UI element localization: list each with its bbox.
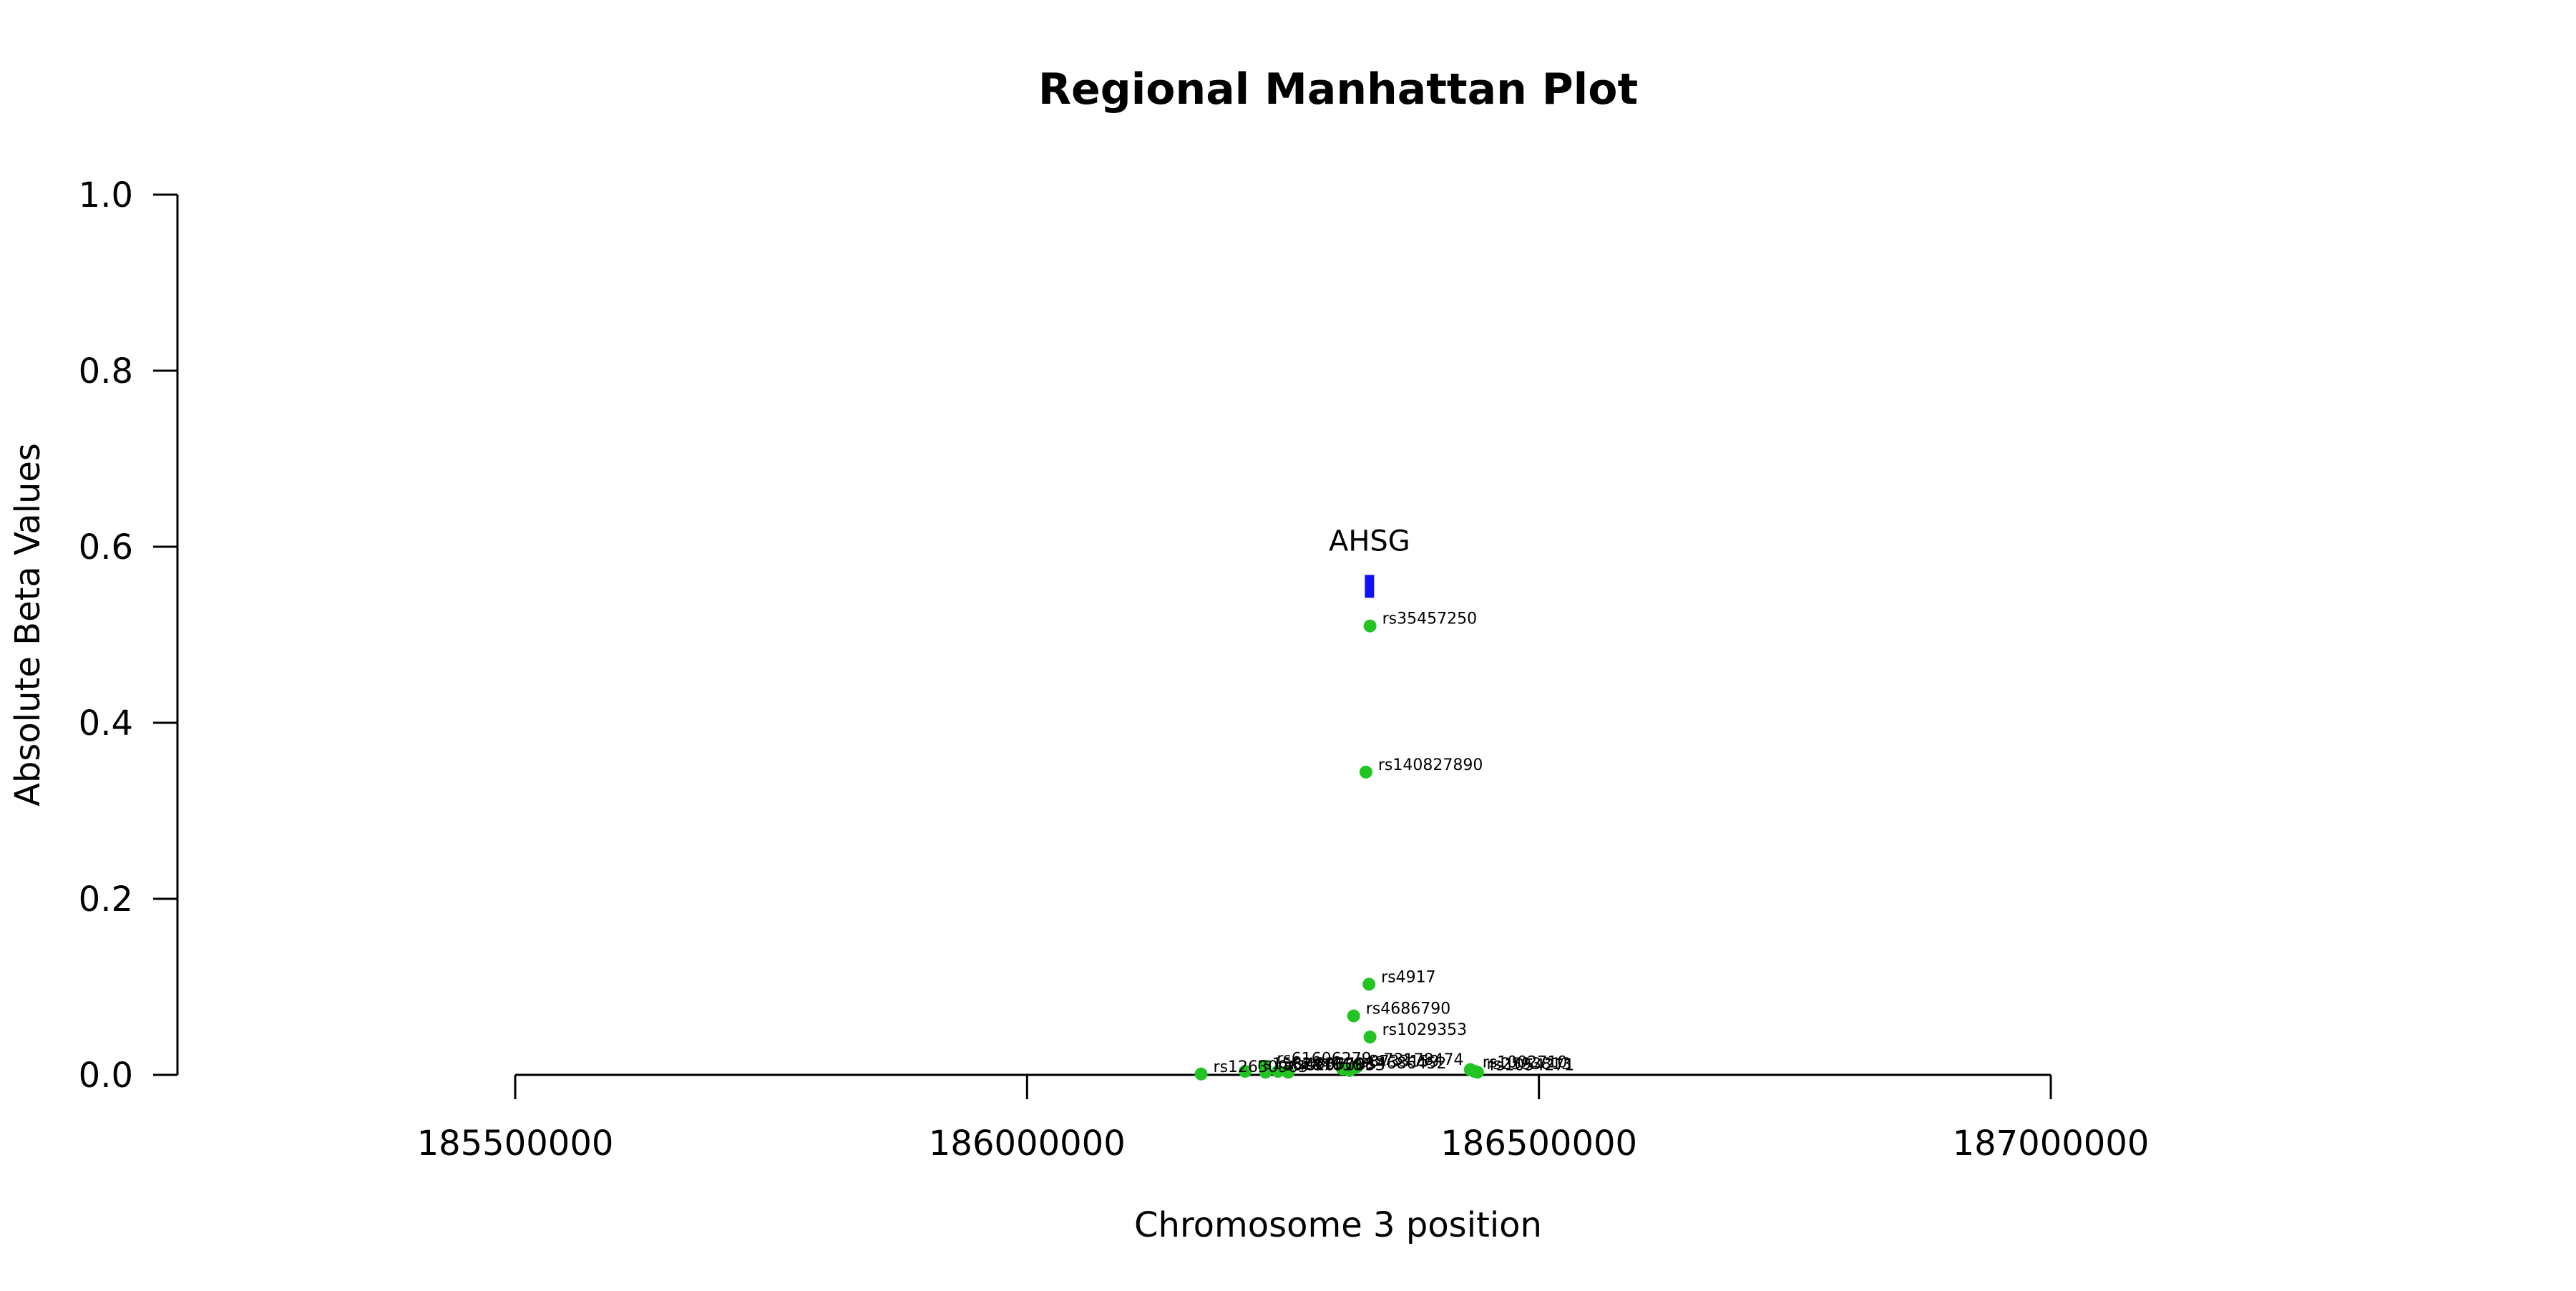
- y-tick-label: 0.2: [79, 880, 133, 920]
- y-axis: 0.0 0.2 0.4 0.6 0.8 1.0: [79, 175, 179, 1096]
- snp-label: rs2070633: [1300, 1056, 1385, 1074]
- snp-label: rs1002710: [1483, 1054, 1568, 1072]
- gene-block: [1365, 575, 1375, 598]
- snp-point: [1259, 1066, 1272, 1079]
- snp-label: rs140827890: [1378, 756, 1483, 774]
- snp-point: [1239, 1065, 1252, 1078]
- snp-point: [1282, 1066, 1295, 1079]
- snp-label: rs6787650: [1278, 1056, 1363, 1074]
- y-tick-label: 0.4: [79, 703, 133, 744]
- y-tick-label: 1.0: [79, 175, 133, 215]
- snp-point: [1363, 1031, 1377, 1044]
- snp-point: [1362, 978, 1376, 991]
- snp-points: [1194, 619, 1484, 1081]
- x-tick-label: 187000000: [1953, 1124, 2150, 1164]
- snp-label: rs73178474: [1369, 1051, 1463, 1069]
- snp-label: rs12630963: [1214, 1058, 1308, 1076]
- snp-label: rs2593813: [1487, 1056, 1572, 1073]
- gene-track: AHSG: [1329, 525, 1410, 598]
- snp-label: rs1054271: [1490, 1056, 1575, 1074]
- y-tick-label: 0.6: [79, 527, 133, 567]
- snp-point: [1194, 1067, 1208, 1081]
- gene-label: AHSG: [1329, 525, 1410, 557]
- x-tick-label: 186000000: [929, 1124, 1126, 1164]
- snp-point: [1342, 1063, 1356, 1077]
- snp-label: rs4917: [1381, 968, 1436, 986]
- snp-point: [1363, 619, 1377, 633]
- chart-title: Regional Manhattan Plot: [1038, 64, 1638, 115]
- y-tick-label: 0.8: [79, 351, 133, 391]
- snp-label: rs1562441: [1257, 1056, 1342, 1073]
- snp-point: [1271, 1065, 1284, 1078]
- y-axis-label: Absolute Beta Values: [8, 443, 48, 807]
- x-axis-label: Chromosome 3 position: [1134, 1205, 1542, 1245]
- snp-label: rs3733159: [1355, 1053, 1440, 1071]
- x-tick-label: 186500000: [1440, 1124, 1637, 1164]
- snp-label: rs35457250: [1382, 610, 1477, 628]
- snp-label: rs61606279: [1277, 1051, 1371, 1068]
- snp-label: rs4686798: [1290, 1056, 1375, 1073]
- snp-label: rs4686790: [1366, 1000, 1451, 1018]
- snp-point: [1470, 1066, 1484, 1079]
- snp-point: [1347, 1009, 1360, 1023]
- y-tick-label: 0.0: [79, 1056, 133, 1096]
- x-axis: 185500000 186000000 186500000 187000000: [417, 1073, 2150, 1164]
- x-tick-label: 185500000: [417, 1124, 614, 1164]
- snp-label: rs4686452: [1362, 1055, 1447, 1073]
- snp-point: [1359, 765, 1372, 779]
- snp-labels: rs35457250 rs140827890 rs4917 rs4686790 rs10…: [1214, 610, 1575, 1076]
- snp-label: rs1029353: [1382, 1021, 1468, 1039]
